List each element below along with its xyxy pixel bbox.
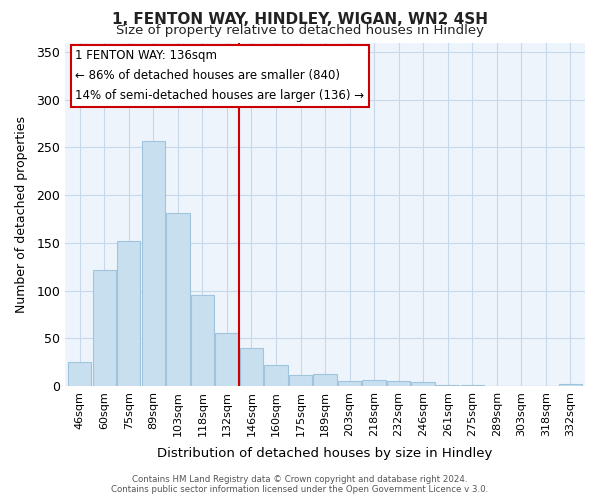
Bar <box>559 384 582 386</box>
Bar <box>412 382 435 386</box>
Bar <box>68 362 91 386</box>
Bar <box>313 374 337 386</box>
Bar <box>191 296 214 386</box>
Bar <box>92 270 116 386</box>
Bar <box>461 385 484 386</box>
Bar <box>265 365 287 386</box>
Text: Contains HM Land Registry data © Crown copyright and database right 2024.
Contai: Contains HM Land Registry data © Crown c… <box>112 474 488 494</box>
Text: 1 FENTON WAY: 136sqm
← 86% of detached houses are smaller (840)
14% of semi-deta: 1 FENTON WAY: 136sqm ← 86% of detached h… <box>76 50 365 102</box>
Bar <box>166 213 190 386</box>
Bar <box>362 380 386 386</box>
Text: Size of property relative to detached houses in Hindley: Size of property relative to detached ho… <box>116 24 484 37</box>
Bar <box>142 141 165 386</box>
Bar <box>240 348 263 386</box>
Bar <box>436 385 460 386</box>
Bar <box>289 376 312 386</box>
X-axis label: Distribution of detached houses by size in Hindley: Distribution of detached houses by size … <box>157 447 493 460</box>
Bar <box>338 381 361 386</box>
Bar <box>117 241 140 386</box>
Text: 1, FENTON WAY, HINDLEY, WIGAN, WN2 4SH: 1, FENTON WAY, HINDLEY, WIGAN, WN2 4SH <box>112 12 488 28</box>
Y-axis label: Number of detached properties: Number of detached properties <box>15 116 28 312</box>
Bar <box>387 381 410 386</box>
Bar <box>215 334 239 386</box>
